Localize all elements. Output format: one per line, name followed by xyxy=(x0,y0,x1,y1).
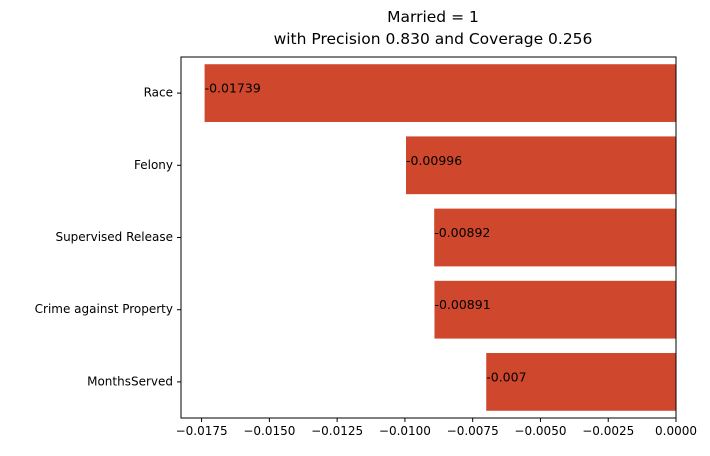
bar-supervised-release xyxy=(434,208,676,267)
x-tick-label: −0.0050 xyxy=(514,424,566,438)
x-tick-label: −0.0025 xyxy=(582,424,634,438)
chart-subtitle: with Precision 0.830 and Coverage 0.256 xyxy=(274,30,593,48)
x-tick-label: 0.0000 xyxy=(655,424,697,438)
bar-crime-against-property xyxy=(434,280,676,339)
data-label: -0.007 xyxy=(486,369,526,384)
x-tick-label: −0.0125 xyxy=(311,424,363,438)
x-tick-label: −0.0175 xyxy=(176,424,228,438)
y-tick-label: MonthsServed xyxy=(87,374,173,388)
plot-frame xyxy=(180,56,677,419)
bar-race xyxy=(204,64,676,122)
y-tick-label: Crime against Property xyxy=(35,302,173,316)
x-tick-label: −0.0150 xyxy=(243,424,295,438)
y-axis-ticks: Race Felony Supervised Release Crime agains… xyxy=(35,86,181,388)
x-tick-label: −0.0100 xyxy=(379,424,431,438)
bar-monthsserved xyxy=(486,353,676,411)
data-label: -0.01739 xyxy=(205,81,261,96)
data-label: -0.00892 xyxy=(434,225,490,240)
bar-felony xyxy=(406,136,676,195)
data-label: -0.00891 xyxy=(434,297,490,312)
chart-title: Married = 1 xyxy=(387,8,479,26)
data-label: -0.00996 xyxy=(406,153,462,168)
y-tick-label: Supervised Release xyxy=(55,230,173,244)
x-axis-ticks: −0.0175 −0.0150 −0.0125 −0.0100 −0.0075 −0.00… xyxy=(176,418,697,438)
x-tick-label: −0.0075 xyxy=(447,424,499,438)
y-tick-label: Felony xyxy=(134,158,173,172)
data-labels-group: -0.01739 -0.00996 -0.00892 -0.00891 -0.007 xyxy=(205,81,527,385)
bars-group xyxy=(204,64,676,411)
y-tick-label: Race xyxy=(144,86,173,100)
